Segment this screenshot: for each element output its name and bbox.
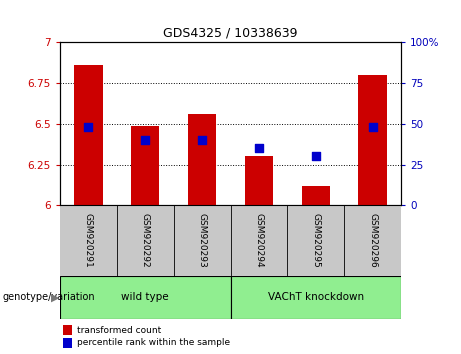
Title: GDS4325 / 10338639: GDS4325 / 10338639: [163, 27, 298, 40]
Bar: [188, 114, 216, 205]
Point: [142, 137, 149, 143]
Text: GSM920291: GSM920291: [84, 213, 93, 268]
Text: GSM920292: GSM920292: [141, 213, 150, 268]
Bar: [131, 126, 160, 205]
Bar: [74, 65, 102, 205]
Bar: [358, 75, 387, 205]
Text: wild type: wild type: [121, 292, 169, 302]
Text: GSM920294: GSM920294: [254, 213, 263, 268]
Text: VAChT knockdown: VAChT knockdown: [268, 292, 364, 302]
Text: genotype/variation: genotype/variation: [2, 292, 95, 302]
Text: GSM920293: GSM920293: [198, 213, 207, 268]
Point: [312, 154, 319, 159]
Point: [369, 124, 376, 130]
Bar: [63, 338, 72, 348]
Point: [85, 124, 92, 130]
Text: GSM920296: GSM920296: [368, 213, 377, 268]
Text: percentile rank within the sample: percentile rank within the sample: [77, 338, 230, 347]
Text: GSM920295: GSM920295: [311, 213, 320, 268]
Bar: [301, 186, 330, 205]
Text: transformed count: transformed count: [77, 326, 161, 335]
Bar: [245, 156, 273, 205]
Bar: [60, 276, 230, 319]
Bar: [63, 325, 72, 335]
Bar: [230, 276, 401, 319]
Point: [198, 137, 206, 143]
Point: [255, 145, 263, 151]
Text: ▶: ▶: [51, 292, 59, 302]
